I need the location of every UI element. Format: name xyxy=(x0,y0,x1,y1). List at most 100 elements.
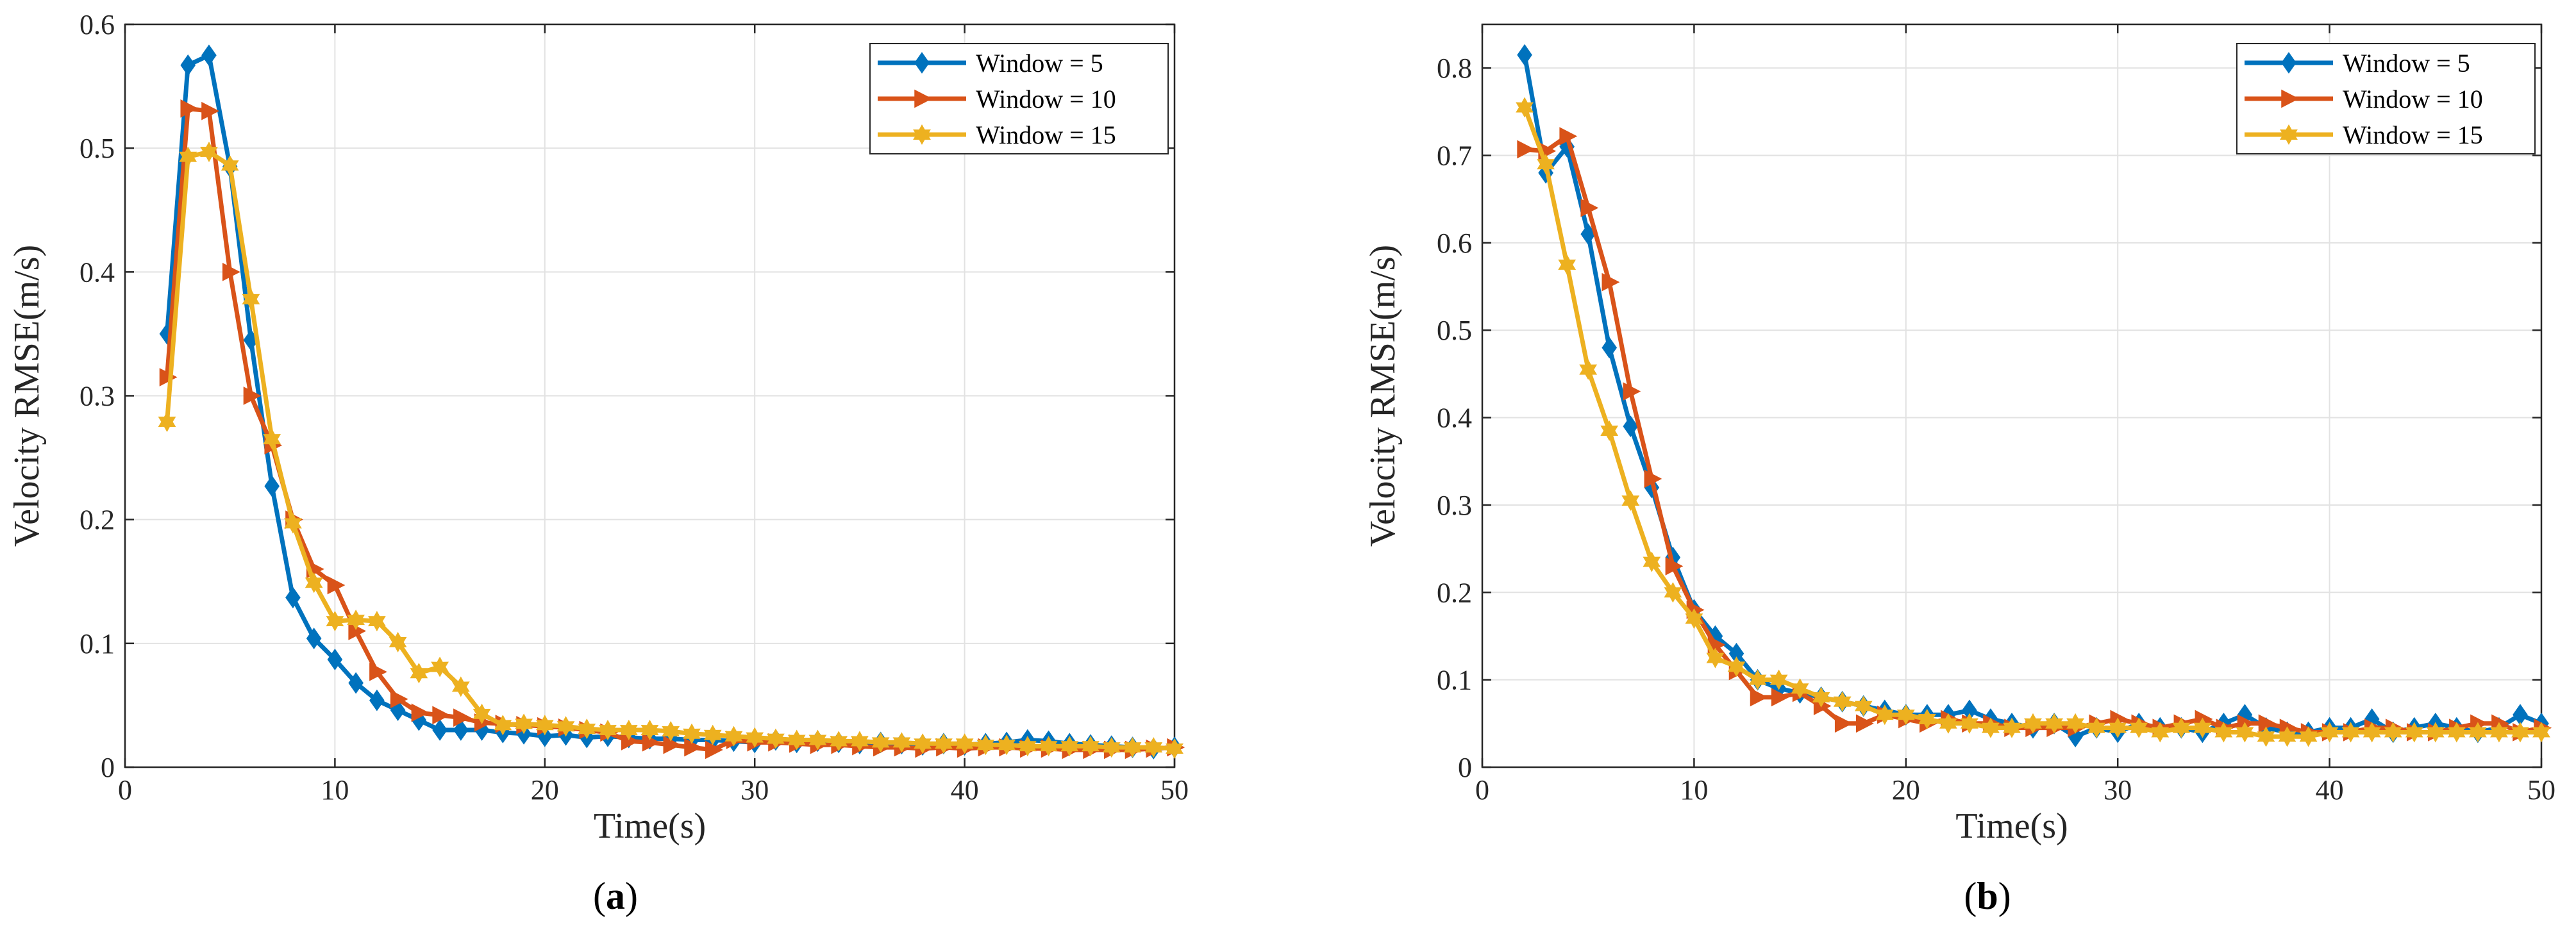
data-point xyxy=(1665,557,1684,576)
data-point xyxy=(327,576,346,595)
data-point xyxy=(787,729,806,751)
data-point xyxy=(1854,695,1873,717)
y-tick-label: 0.7 xyxy=(1437,140,1472,172)
data-point xyxy=(1123,737,1142,758)
data-point xyxy=(640,719,659,741)
data-point xyxy=(1602,336,1618,359)
subfigure-caption: (a) xyxy=(593,875,638,917)
data-point xyxy=(432,719,447,741)
y-tick-label: 0.2 xyxy=(79,504,115,536)
data-point xyxy=(1750,688,1768,707)
y-tick-label: 0.1 xyxy=(79,628,115,660)
data-point xyxy=(2258,714,2277,733)
legend-label: Window = 10 xyxy=(2343,85,2483,113)
data-point xyxy=(390,690,408,709)
data-point xyxy=(599,719,617,741)
legend-label: Window = 5 xyxy=(976,49,1103,78)
data-point xyxy=(2087,717,2106,738)
x-axis-label: Time(s) xyxy=(594,806,706,846)
data-point xyxy=(1918,708,1936,730)
data-point xyxy=(2341,722,2360,743)
data-point xyxy=(2278,726,2296,747)
data-point xyxy=(389,631,407,652)
data-point xyxy=(1791,678,1809,699)
data-point xyxy=(1621,490,1640,511)
data-point xyxy=(2320,722,2339,743)
data-point xyxy=(431,656,449,677)
data-point xyxy=(242,288,260,310)
data-point xyxy=(998,734,1016,756)
chart-panel-a: 0 10 20 30 40 50 0 0.1 0.2 0.3 0.4 0.5 0.6 Time(s) Vel… xyxy=(7,9,1189,917)
x-tick-label: 50 xyxy=(1160,774,1189,806)
data-point xyxy=(1961,713,1978,734)
x-tick-label: 50 xyxy=(2527,774,2555,806)
data-point xyxy=(935,733,953,754)
data-point xyxy=(1623,382,1641,401)
data-point xyxy=(2532,722,2550,743)
series-line xyxy=(1522,54,2543,739)
data-point xyxy=(1102,737,1121,758)
data-point xyxy=(1060,736,1079,757)
data-point xyxy=(1602,272,1620,292)
data-point xyxy=(1623,415,1639,438)
data-point xyxy=(578,718,596,740)
data-point xyxy=(201,101,220,120)
data-point xyxy=(1579,359,1598,380)
y-tick-label: 0.2 xyxy=(1437,577,1472,608)
series-2 xyxy=(1517,127,2552,742)
y-tick-label: 0.6 xyxy=(79,9,115,40)
data-point xyxy=(1727,656,1746,677)
data-point xyxy=(2384,722,2402,743)
data-point xyxy=(871,732,890,753)
series-line xyxy=(165,53,1175,751)
data-point xyxy=(1812,686,1830,708)
subfigure-caption: (b) xyxy=(1964,875,2011,917)
data-point xyxy=(305,572,323,593)
series-2 xyxy=(159,99,1185,759)
data-point xyxy=(724,726,743,747)
data-point xyxy=(327,649,343,670)
data-point xyxy=(221,155,239,176)
data-point xyxy=(2490,722,2508,743)
data-point xyxy=(1748,669,1767,690)
x-tick-label: 30 xyxy=(740,774,769,806)
data-point xyxy=(222,263,240,281)
data-point xyxy=(1896,704,1915,726)
data-point xyxy=(1706,647,1725,668)
data-point xyxy=(1834,714,1853,733)
series-line xyxy=(1524,134,2542,734)
data-point xyxy=(201,44,217,67)
data-point xyxy=(2257,726,2275,747)
data-point xyxy=(2363,722,2381,743)
data-point xyxy=(1600,420,1619,442)
y-axis-label: Velocity RMSE(m/s) xyxy=(1363,245,1403,547)
legend-marker xyxy=(913,124,931,145)
data-point xyxy=(1517,44,1532,66)
legend-label: Window = 10 xyxy=(976,85,1116,113)
y-tick-label: 0.8 xyxy=(1437,53,1472,84)
data-point xyxy=(263,429,281,450)
series-line xyxy=(1522,106,2541,739)
y-tick-label: 0.1 xyxy=(1437,665,1472,696)
data-point xyxy=(619,719,638,741)
data-point xyxy=(1644,469,1662,488)
data-point xyxy=(2426,722,2445,743)
data-point xyxy=(515,713,533,734)
data-point xyxy=(830,731,848,752)
data-point xyxy=(2469,722,2487,743)
y-axis-label: Velocity RMSE(m/s) xyxy=(7,245,47,547)
data-point xyxy=(1144,737,1163,758)
data-point xyxy=(1039,736,1058,757)
legend-marker xyxy=(2281,89,2300,108)
data-point xyxy=(2214,722,2233,743)
data-point xyxy=(1855,714,1874,733)
data-point xyxy=(1685,608,1703,629)
series-line xyxy=(165,149,1175,751)
legend-marker xyxy=(2281,52,2296,74)
data-point xyxy=(808,729,827,751)
data-point xyxy=(2109,717,2127,738)
data-point xyxy=(705,740,723,759)
data-point xyxy=(180,99,199,118)
data-point xyxy=(306,627,322,649)
data-point xyxy=(369,662,387,681)
